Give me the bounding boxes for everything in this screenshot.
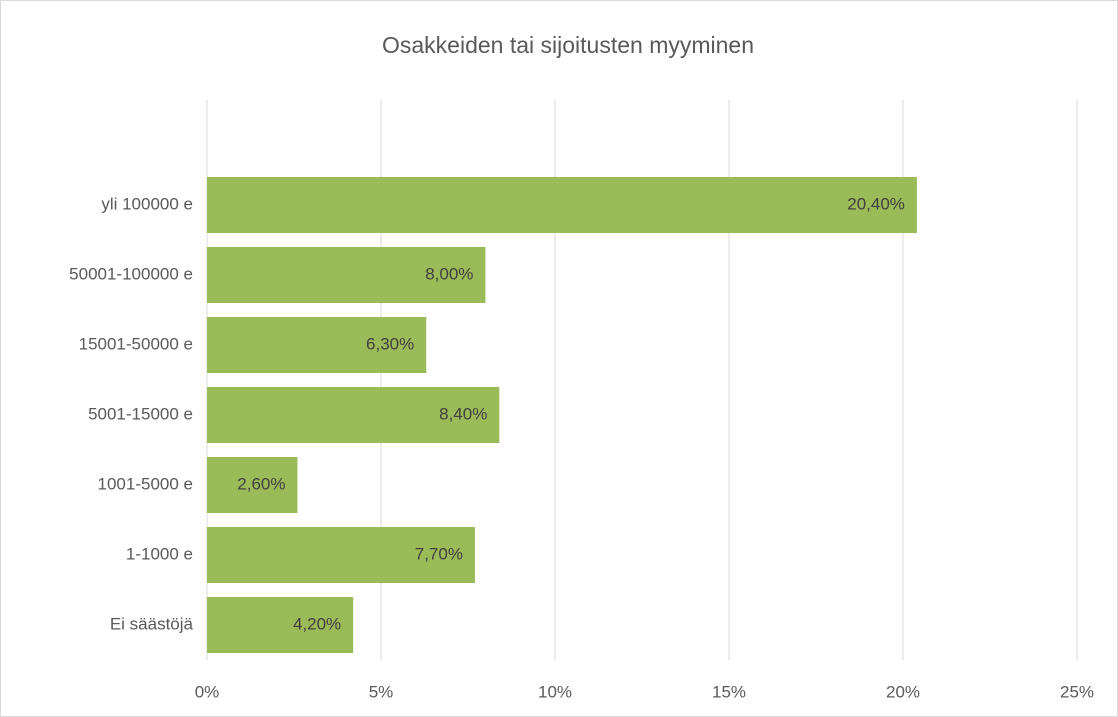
x-tick-label: 20% (886, 682, 920, 701)
y-tick-label: 50001-100000 e (69, 264, 193, 283)
y-tick-label: 5001-15000 e (88, 404, 193, 423)
y-tick-label: 1-1000 e (126, 544, 193, 563)
y-tick-label: 1001-5000 e (98, 474, 193, 493)
bar (207, 597, 354, 653)
y-tick-label: yli 100000 e (101, 194, 193, 213)
data-label: 6,30% (366, 334, 414, 353)
bar (207, 247, 486, 303)
bar (207, 527, 475, 583)
bar (207, 457, 298, 513)
x-tick-label: 0% (195, 682, 220, 701)
x-tick-label: 5% (369, 682, 394, 701)
data-label: 8,40% (439, 404, 487, 423)
y-tick-label: 15001-50000 e (79, 334, 193, 353)
data-label: 4,20% (293, 614, 341, 633)
data-label: 8,00% (425, 264, 473, 283)
bar (207, 387, 500, 443)
chart-title: Osakkeiden tai sijoitusten myyminen (382, 32, 754, 58)
bar (207, 317, 427, 373)
data-label: 20,40% (847, 194, 905, 213)
y-tick-label: Ei säästöjä (110, 614, 194, 633)
bar (207, 177, 917, 233)
x-tick-label: 15% (712, 682, 746, 701)
data-label: 7,70% (415, 544, 463, 563)
data-label: 2,60% (237, 474, 285, 493)
x-tick-label: 10% (538, 682, 572, 701)
x-tick-label: 25% (1060, 682, 1094, 701)
